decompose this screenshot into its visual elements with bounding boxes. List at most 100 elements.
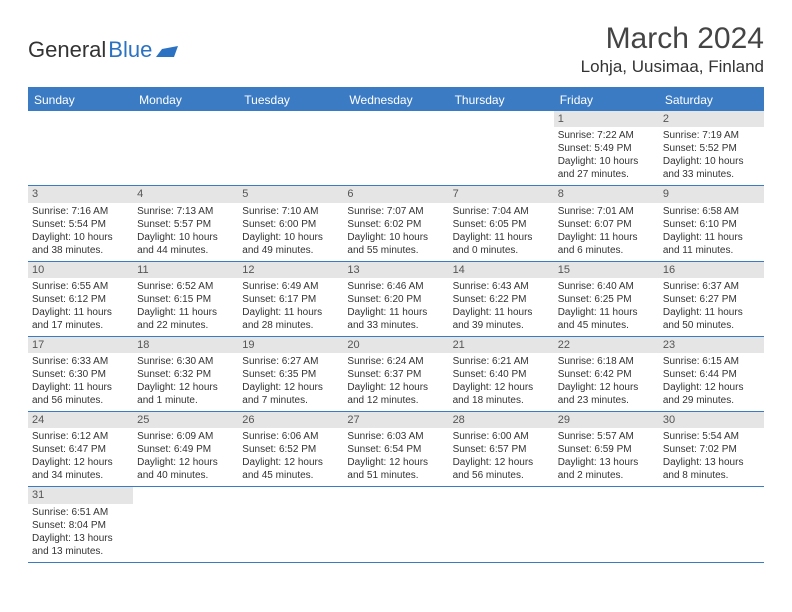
sunset-text: Sunset: 5:52 PM — [663, 142, 760, 155]
calendar-cell — [238, 111, 343, 185]
day-header: Sunday — [28, 89, 133, 111]
sunrise-text: Sunrise: 6:27 AM — [242, 355, 339, 368]
sunrise-text: Sunrise: 7:04 AM — [453, 205, 550, 218]
calendar-cell: 8Sunrise: 7:01 AMSunset: 6:07 PMDaylight… — [554, 186, 659, 260]
sunset-text: Sunset: 8:04 PM — [32, 519, 129, 532]
sunrise-text: Sunrise: 6:40 AM — [558, 280, 655, 293]
month-title: March 2024 — [581, 22, 764, 56]
day-info: Sunrise: 7:19 AMSunset: 5:52 PMDaylight:… — [663, 129, 760, 181]
logo-blue-text: Blue — [108, 37, 152, 63]
date-number: 6 — [343, 186, 448, 202]
sunrise-text: Sunrise: 6:58 AM — [663, 205, 760, 218]
sunrise-text: Sunrise: 6:06 AM — [242, 430, 339, 443]
sunset-text: Sunset: 6:59 PM — [558, 443, 655, 456]
week-row: 31Sunrise: 6:51 AMSunset: 8:04 PMDayligh… — [28, 487, 764, 562]
day-info: Sunrise: 6:37 AMSunset: 6:27 PMDaylight:… — [663, 280, 760, 332]
sunrise-text: Sunrise: 5:54 AM — [663, 430, 760, 443]
sunset-text: Sunset: 6:30 PM — [32, 368, 129, 381]
sunrise-text: Sunrise: 6:49 AM — [242, 280, 339, 293]
sunset-text: Sunset: 6:35 PM — [242, 368, 339, 381]
date-number: 26 — [238, 412, 343, 428]
daylight-text: Daylight: 11 hours and 22 minutes. — [137, 306, 234, 332]
day-info: Sunrise: 6:21 AMSunset: 6:40 PMDaylight:… — [453, 355, 550, 407]
daylight-text: Daylight: 12 hours and 40 minutes. — [137, 456, 234, 482]
date-number: 28 — [449, 412, 554, 428]
sunset-text: Sunset: 6:05 PM — [453, 218, 550, 231]
date-number: 24 — [28, 412, 133, 428]
calendar-cell: 5 Sunrise: 7:10 AMSunset: 6:00 PMDaylight… — [238, 186, 343, 260]
sunset-text: Sunset: 5:54 PM — [32, 218, 129, 231]
calendar-cell — [238, 487, 343, 561]
sunset-text: Sunset: 6:00 PM — [242, 218, 339, 231]
calendar-cell: 1 Sunrise: 7:22 AMSunset: 5:49 PMDaylight… — [554, 111, 659, 185]
calendar-cell: 23Sunrise: 6:15 AMSunset: 6:44 PMDayligh… — [659, 337, 764, 411]
daylight-text: Daylight: 13 hours and 8 minutes. — [663, 456, 760, 482]
calendar-cell: 14Sunrise: 6:43 AMSunset: 6:22 PMDayligh… — [449, 262, 554, 336]
date-number: 18 — [133, 337, 238, 353]
calendar-cell — [554, 487, 659, 561]
day-info: Sunrise: 7:22 AMSunset: 5:49 PMDaylight:… — [558, 129, 655, 181]
day-header: Thursday — [449, 89, 554, 111]
daylight-text: Daylight: 10 hours and 33 minutes. — [663, 155, 760, 181]
sunset-text: Sunset: 5:49 PM — [558, 142, 655, 155]
date-number: 30 — [659, 412, 764, 428]
calendar-cell: 7Sunrise: 7:04 AMSunset: 6:05 PMDaylight… — [449, 186, 554, 260]
calendar-cell: 22Sunrise: 6:18 AMSunset: 6:42 PMDayligh… — [554, 337, 659, 411]
sunset-text: Sunset: 5:57 PM — [137, 218, 234, 231]
date-number: 16 — [659, 262, 764, 278]
daylight-text: Daylight: 12 hours and 29 minutes. — [663, 381, 760, 407]
calendar-cell: 20 Sunrise: 6:24 AMSunset: 6:37 PMDayligh… — [343, 337, 448, 411]
sunrise-text: Sunrise: 6:37 AM — [663, 280, 760, 293]
date-number: 12 — [238, 262, 343, 278]
calendar-cell: 2 Sunrise: 7:19 AMSunset: 5:52 PMDaylight… — [659, 111, 764, 185]
sunset-text: Sunset: 6:42 PM — [558, 368, 655, 381]
day-info: Sunrise: 6:24 AMSunset: 6:37 PMDaylight:… — [347, 355, 444, 407]
sunrise-text: Sunrise: 7:10 AM — [242, 205, 339, 218]
date-number: 9 — [659, 186, 764, 202]
sunrise-text: Sunrise: 7:13 AM — [137, 205, 234, 218]
daylight-text: Daylight: 12 hours and 56 minutes. — [453, 456, 550, 482]
calendar-cell: 21Sunrise: 6:21 AMSunset: 6:40 PMDayligh… — [449, 337, 554, 411]
week-row: 17Sunrise: 6:33 AMSunset: 6:30 PMDayligh… — [28, 337, 764, 412]
sunrise-text: Sunrise: 6:15 AM — [663, 355, 760, 368]
calendar-cell — [343, 111, 448, 185]
sunset-text: Sunset: 6:32 PM — [137, 368, 234, 381]
date-number: 2 — [659, 111, 764, 127]
flag-icon — [156, 43, 178, 57]
logo-general-text: General — [28, 37, 106, 63]
day-headers-row: SundayMondayTuesdayWednesdayThursdayFrid… — [28, 89, 764, 111]
daylight-text: Daylight: 11 hours and 56 minutes. — [32, 381, 129, 407]
daylight-text: Daylight: 11 hours and 11 minutes. — [663, 231, 760, 257]
daylight-text: Daylight: 11 hours and 0 minutes. — [453, 231, 550, 257]
weeks-container: 1 Sunrise: 7:22 AMSunset: 5:49 PMDaylight… — [28, 111, 764, 563]
date-number: 20 — [343, 337, 448, 353]
calendar-cell: 12Sunrise: 6:49 AMSunset: 6:17 PMDayligh… — [238, 262, 343, 336]
daylight-text: Daylight: 11 hours and 6 minutes. — [558, 231, 655, 257]
daylight-text: Daylight: 10 hours and 49 minutes. — [242, 231, 339, 257]
date-number: 5 — [238, 186, 343, 202]
calendar-cell: 17Sunrise: 6:33 AMSunset: 6:30 PMDayligh… — [28, 337, 133, 411]
sunset-text: Sunset: 6:22 PM — [453, 293, 550, 306]
day-header: Saturday — [659, 89, 764, 111]
day-info: Sunrise: 7:16 AMSunset: 5:54 PMDaylight:… — [32, 205, 129, 257]
sunrise-text: Sunrise: 6:00 AM — [453, 430, 550, 443]
week-row: 1 Sunrise: 7:22 AMSunset: 5:49 PMDaylight… — [28, 111, 764, 186]
sunrise-text: Sunrise: 6:03 AM — [347, 430, 444, 443]
calendar-cell — [659, 487, 764, 561]
day-info: Sunrise: 7:10 AMSunset: 6:00 PMDaylight:… — [242, 205, 339, 257]
sunset-text: Sunset: 6:10 PM — [663, 218, 760, 231]
calendar-cell: 27Sunrise: 6:03 AMSunset: 6:54 PMDayligh… — [343, 412, 448, 486]
date-number: 13 — [343, 262, 448, 278]
date-number: 1 — [554, 111, 659, 127]
day-header: Monday — [133, 89, 238, 111]
sunrise-text: Sunrise: 6:51 AM — [32, 506, 129, 519]
date-number: 14 — [449, 262, 554, 278]
calendar-cell: 25Sunrise: 6:09 AMSunset: 6:49 PMDayligh… — [133, 412, 238, 486]
sunset-text: Sunset: 6:15 PM — [137, 293, 234, 306]
calendar-cell: 18Sunrise: 6:30 AMSunset: 6:32 PMDayligh… — [133, 337, 238, 411]
logo: General Blue — [28, 37, 178, 63]
daylight-text: Daylight: 11 hours and 50 minutes. — [663, 306, 760, 332]
sunrise-text: Sunrise: 6:18 AM — [558, 355, 655, 368]
calendar-cell: 3Sunrise: 7:16 AMSunset: 5:54 PMDaylight… — [28, 186, 133, 260]
day-info: Sunrise: 6:27 AMSunset: 6:35 PMDaylight:… — [242, 355, 339, 407]
